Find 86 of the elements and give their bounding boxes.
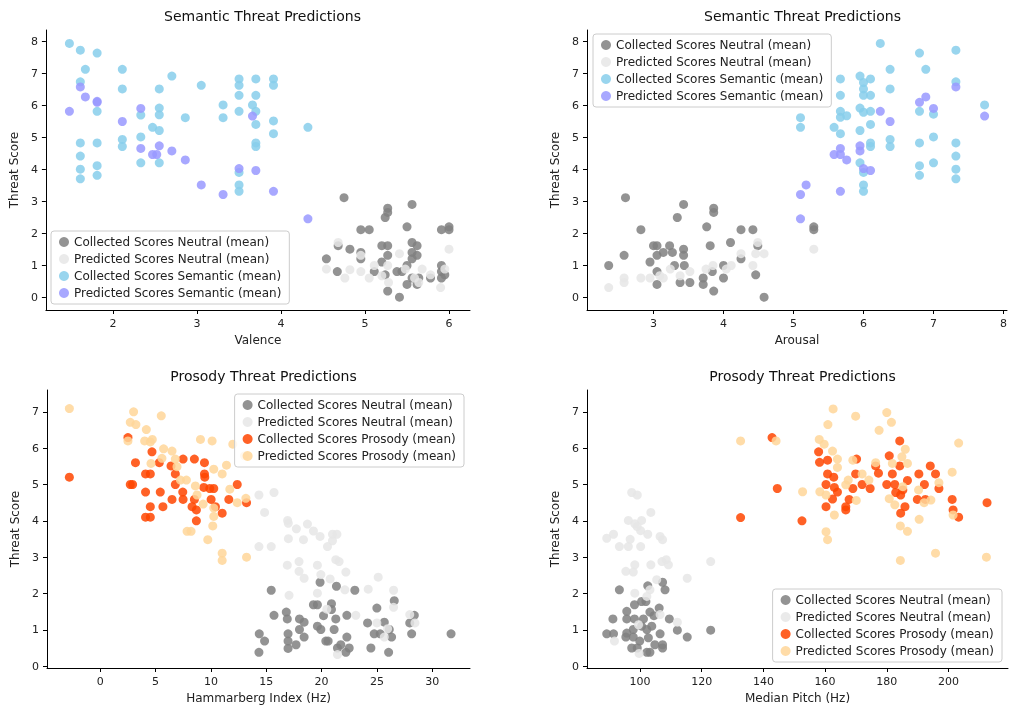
legend-label: Collected Scores Prosody (mean) <box>795 627 994 641</box>
y-tick-label: 3 <box>572 550 579 564</box>
legend-label: Predicted Scores Neutral (mean) <box>74 252 270 266</box>
y-axis-title: Threat Score <box>548 131 563 210</box>
y-tick-label: 8 <box>572 34 579 48</box>
y-tick-label: 5 <box>32 477 39 491</box>
y-tick-label: 7 <box>32 405 39 419</box>
x-tick-label: 2 <box>109 317 117 330</box>
x-tick-label: 20 <box>314 675 329 688</box>
legend-label: Collected Scores Semantic (mean) <box>74 269 282 283</box>
y-tick-label: 4 <box>572 514 579 528</box>
x-tick-label: 25 <box>369 675 384 688</box>
y-tick-label: 0 <box>30 290 38 304</box>
x-tick-label: 3 <box>193 317 201 330</box>
legend-label: Predicted Scores Semantic (mean) <box>616 89 824 103</box>
y-tick-label: 5 <box>572 130 579 144</box>
x-tick-label: 6 <box>445 317 453 330</box>
x-tick-label: 100 <box>629 675 651 688</box>
y-tick-label: 2 <box>30 226 38 240</box>
y-tick-label: 3 <box>32 550 39 564</box>
y-tick-label: 0 <box>572 659 579 673</box>
x-axis-title: Median Pitch (Hz) <box>744 690 851 705</box>
chart-title: Semantic Threat Predictions <box>704 8 901 24</box>
y-axis-title: Threat Score <box>8 490 23 569</box>
x-tick-label: 140 <box>752 675 774 688</box>
y-tick-label: 5 <box>30 130 38 144</box>
y-tick-label: 2 <box>572 226 579 240</box>
x-tick-label: 6 <box>860 317 867 330</box>
legend-label: Collected Scores Neutral (mean) <box>616 38 812 52</box>
x-tick-label: 5 <box>361 317 369 330</box>
chart-title: Prosody Threat Predictions <box>170 368 357 384</box>
y-tick-label: 1 <box>32 623 39 637</box>
x-tick-label: 0 <box>96 675 104 688</box>
y-tick-label: 4 <box>572 162 579 176</box>
x-tick-label: 3 <box>650 317 657 330</box>
y-tick-label: 6 <box>30 98 38 112</box>
x-tick-label: 160 <box>814 675 836 688</box>
x-tick-label: 4 <box>277 317 285 330</box>
x-axis-title: Arousal <box>774 332 820 347</box>
y-tick-label: 7 <box>572 405 579 419</box>
y-tick-label: 1 <box>30 258 38 272</box>
legend-label: Predicted Scores Neutral (mean) <box>795 610 991 624</box>
legend-label: Predicted Scores Prosody (mean) <box>795 644 995 658</box>
y-tick-label: 8 <box>30 34 38 48</box>
legend-label: Collected Scores Neutral (mean) <box>795 593 991 607</box>
x-tick-label: 8 <box>1000 317 1007 330</box>
x-tick-label: 5 <box>152 675 160 688</box>
x-tick-label: 200 <box>937 675 959 688</box>
y-axis-title: Threat Score <box>548 490 563 569</box>
legend-label: Collected Scores Semantic (mean) <box>616 72 824 86</box>
y-tick-label: 3 <box>572 194 579 208</box>
x-tick-label: 7 <box>930 317 937 330</box>
y-tick-label: 4 <box>32 514 39 528</box>
legend-label: Collected Scores Prosody (mean) <box>257 432 456 446</box>
x-tick-label: 120 <box>691 675 713 688</box>
chart-title: Semantic Threat Predictions <box>164 8 361 24</box>
legend-label: Predicted Scores Neutral (mean) <box>616 55 812 69</box>
y-tick-label: 0 <box>572 290 579 304</box>
y-tick-label: 5 <box>572 477 579 491</box>
x-tick-label: 30 <box>425 675 440 688</box>
y-tick-label: 7 <box>30 66 38 80</box>
legend-label: Predicted Scores Prosody (mean) <box>257 449 457 463</box>
y-tick-label: 4 <box>30 162 38 176</box>
y-tick-label: 6 <box>572 441 579 455</box>
y-tick-label: 1 <box>572 258 579 272</box>
legend-label: Predicted Scores Neutral (mean) <box>257 415 453 429</box>
legend-label: Predicted Scores Semantic (mean) <box>74 286 282 300</box>
x-tick-label: 5 <box>790 317 797 330</box>
y-tick-label: 3 <box>30 194 38 208</box>
chart-title: Prosody Threat Predictions <box>709 368 896 384</box>
y-tick-label: 2 <box>32 587 39 600</box>
x-axis-title: Hammarberg Index (Hz) <box>186 690 331 705</box>
y-tick-label: 0 <box>32 659 39 673</box>
y-tick-label: 7 <box>572 66 579 80</box>
legend-label: Collected Scores Neutral (mean) <box>74 235 270 249</box>
x-axis-title: Valence <box>234 332 282 347</box>
x-tick-label: 4 <box>720 317 727 330</box>
y-tick-label: 2 <box>572 587 579 600</box>
x-tick-label: 180 <box>876 675 898 688</box>
legend-label: Collected Scores Neutral (mean) <box>257 398 453 412</box>
y-tick-label: 6 <box>32 441 39 455</box>
x-tick-label: 15 <box>259 675 274 688</box>
y-axis-title: Threat Score <box>7 131 21 210</box>
y-tick-label: 1 <box>572 623 579 637</box>
y-tick-label: 6 <box>572 98 579 112</box>
x-tick-label: 10 <box>203 675 218 688</box>
